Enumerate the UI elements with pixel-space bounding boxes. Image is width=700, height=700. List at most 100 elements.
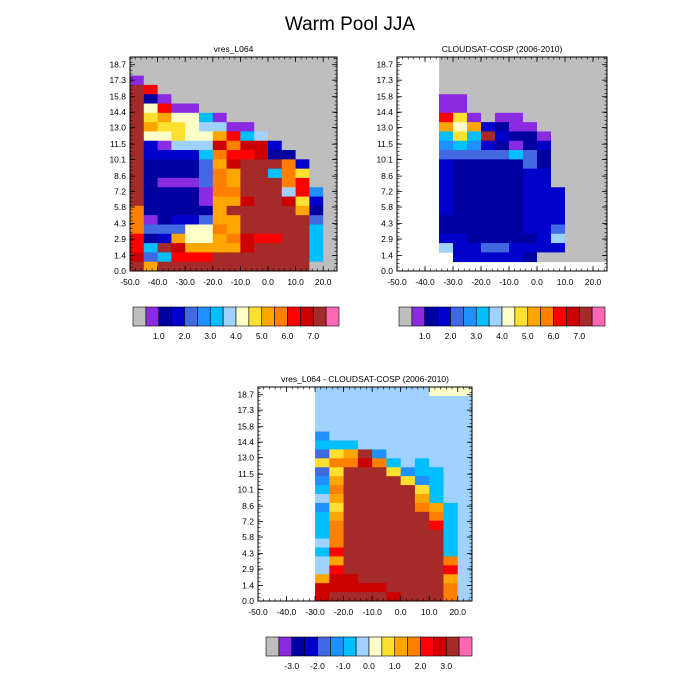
panel3-cell (386, 494, 402, 504)
panel1-cell (268, 252, 283, 263)
panel3-y-tick-label: 2.9 (242, 564, 254, 574)
panel2-y-tick-label: 2.9 (381, 234, 393, 244)
panel3-cell (443, 395, 459, 406)
panel3-cell (443, 449, 459, 459)
panel2-cell (467, 243, 482, 253)
panel1-cell (212, 140, 227, 151)
panel3-cell (329, 395, 344, 406)
panel3-colorbar-box (317, 636, 331, 657)
panel1-cell (268, 75, 283, 86)
panel1-cell (281, 187, 296, 197)
panel1-cell (171, 196, 186, 207)
panel1-cell (226, 84, 241, 95)
panel2-cell (537, 168, 552, 179)
panel3-cell (400, 467, 416, 477)
panel2-cell (537, 243, 552, 253)
panel1-cell (171, 168, 186, 179)
panel2-cell (537, 122, 552, 132)
panel3-cell (372, 556, 387, 566)
panel3-cell (329, 413, 344, 424)
panel2-colorbar-label: 4.0 (496, 331, 508, 341)
panel3-cell (329, 431, 344, 441)
panel3-cell (315, 431, 330, 441)
panel1-cell (185, 131, 200, 142)
panel1-cell (212, 150, 227, 160)
panel3-cell (443, 520, 459, 531)
panel3-cell (457, 449, 473, 459)
panel1-cell (323, 140, 338, 151)
panel2-cell (565, 131, 580, 142)
panel1-cell (226, 112, 241, 123)
panel3-cell (315, 502, 330, 513)
panel1-cell (143, 261, 158, 272)
panel2-cell (593, 57, 608, 67)
panel2-cell (467, 187, 482, 197)
panel2-colorbar-box (437, 306, 451, 327)
panel3-cell (343, 431, 359, 441)
panel2-cell (523, 205, 538, 216)
panel1-cell (226, 243, 241, 253)
panel1-cell (185, 75, 200, 86)
panel3-cell (357, 467, 373, 477)
panel3-cell (386, 476, 402, 486)
panel1-cell (157, 66, 172, 76)
panel1-cell (240, 205, 255, 216)
panel3-cell (457, 538, 473, 548)
panel1-cell (323, 233, 338, 244)
panel2-cell (579, 196, 594, 207)
panel1-cell (226, 122, 241, 132)
panel2-cell (453, 196, 468, 207)
panel1-cell (226, 75, 241, 86)
panel1-cell (226, 150, 241, 160)
panel1-cell (212, 261, 227, 272)
panel3-cell (357, 449, 373, 459)
panel3-cell (315, 422, 330, 432)
panel2-colorbar-box (566, 306, 580, 327)
panel2-cell (523, 140, 538, 151)
panel2-cell (439, 112, 454, 123)
panel2-cell (565, 66, 580, 76)
panel3-x-tick-label: -30.0 (305, 607, 325, 617)
panel2-cell (495, 159, 510, 170)
panel1-colorbar-box (287, 306, 301, 327)
panel3-cell (357, 494, 373, 504)
panel1-cell (226, 57, 241, 67)
panel3-cell (443, 387, 459, 397)
panel1-cell (309, 75, 324, 86)
panel2-cell (523, 84, 538, 95)
panel2-cell (523, 150, 538, 160)
panel1-cell (309, 261, 324, 272)
panel3-cell (343, 485, 359, 495)
panel1-cell (157, 112, 172, 123)
panel1-cell (171, 103, 186, 114)
panel1-cell (199, 94, 214, 104)
panel3-y-tick-label: 5.8 (242, 532, 254, 542)
panel2-cell (467, 66, 482, 76)
panel1-cell (199, 150, 214, 160)
panel1-cell (212, 112, 227, 123)
panel2-title: CLOUDSAT-COSP (2006-2010) (442, 44, 563, 54)
panel1-cell (281, 150, 296, 160)
panel1-cell (309, 150, 324, 160)
panel3-cell (329, 440, 344, 450)
panel1-cell (212, 84, 227, 95)
panel1-cell (281, 84, 296, 95)
panel2-cell (537, 177, 552, 188)
panel1-cell (157, 261, 172, 272)
panel3-cell (429, 547, 444, 557)
panel2-cell (523, 233, 538, 244)
panel1-cell (199, 122, 214, 132)
panel2-cell (453, 215, 468, 225)
panel2-y-tick-label: 7.2 (381, 187, 393, 197)
panel1-cell (185, 233, 200, 244)
panel2-colorbar-box (578, 306, 593, 327)
panel1-cell (240, 224, 255, 235)
panel1-cell (309, 187, 324, 197)
panel3-cell (329, 529, 344, 539)
panel1-cell (295, 112, 310, 123)
panel2-cell (565, 252, 580, 263)
panel1-cell (240, 159, 255, 170)
panel1-cell (143, 224, 158, 235)
panel3-cell (357, 556, 373, 566)
panel1-cell (281, 233, 296, 244)
